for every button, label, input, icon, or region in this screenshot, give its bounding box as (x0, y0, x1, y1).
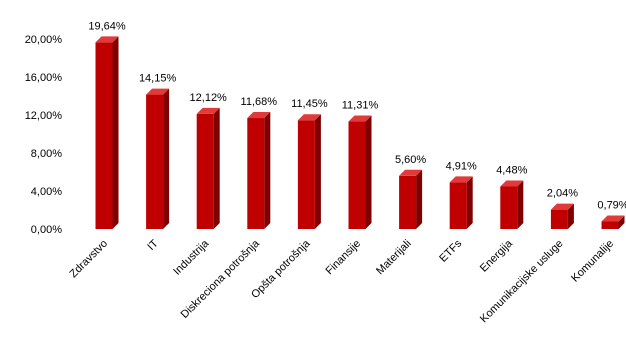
bar-side (365, 115, 372, 229)
bar-front (146, 94, 164, 229)
category-label: ETFs (437, 237, 464, 264)
bar-top (399, 169, 423, 176)
bar (297, 114, 321, 229)
data-label: 4,91% (446, 160, 477, 172)
bar-top (550, 203, 574, 210)
data-label: 4,48% (496, 164, 527, 176)
category-label: Energija (478, 237, 516, 275)
bar (247, 112, 271, 229)
data-label: 11,68% (241, 96, 278, 108)
bar-top (500, 180, 524, 187)
bar-top (146, 88, 170, 95)
data-label: 11,31% (342, 100, 379, 112)
bar-top (247, 112, 271, 119)
bar (399, 169, 423, 229)
bar-side (517, 180, 524, 229)
bar (95, 36, 119, 229)
bar-front (247, 118, 265, 229)
bar-side (112, 36, 119, 229)
bar-top (297, 114, 321, 121)
bar-top (348, 115, 372, 122)
bar-front (550, 209, 568, 229)
data-label: 14,15% (139, 73, 177, 85)
category-label: IT (145, 237, 161, 253)
bar-side (213, 107, 220, 229)
bar-top (196, 107, 220, 114)
data-labels: 19,64% 14,15% 12,12% 11,68% 11,45% 11,31% 5,60… (88, 20, 626, 211)
bar-side (163, 88, 170, 229)
data-label: 11,45% (291, 98, 328, 110)
bar-front (500, 186, 518, 229)
bar-top (601, 215, 625, 222)
bar (500, 180, 524, 229)
bar (601, 215, 625, 229)
category-label: Komunikacijske usluge (478, 238, 566, 326)
bar-top (95, 36, 119, 43)
bar-front (297, 120, 315, 229)
y-tick-label: 8,00% (31, 148, 62, 160)
bar (550, 203, 574, 229)
bar-front (399, 175, 417, 229)
bar-side (567, 203, 574, 229)
data-label: 0,79% (597, 199, 626, 211)
category-label: Materijali (374, 238, 414, 278)
bar (348, 115, 372, 229)
y-tick-label: 20,00% (25, 34, 63, 46)
y-tick-label: 12,00% (25, 110, 63, 122)
bars (95, 36, 625, 229)
category-label: Finansije (324, 238, 364, 278)
data-label: 2,04% (547, 188, 578, 200)
y-tick-label: 4,00% (31, 186, 62, 198)
data-label: 19,64% (88, 20, 126, 32)
data-label: 5,60% (395, 154, 426, 166)
category-label: Komunalije (569, 238, 616, 285)
bar-side (416, 169, 423, 229)
category-label: Zdravstvo (67, 238, 110, 281)
bar-front (95, 42, 113, 229)
y-axis: 0,00% 4,00% 8,00% 12,00% 16,00% 20,00% (25, 34, 63, 236)
bar-front (449, 182, 467, 229)
data-label: 12,12% (190, 92, 228, 104)
bar (449, 176, 473, 229)
bar (196, 107, 220, 229)
y-tick-label: 0,00% (31, 224, 62, 236)
bar-side (466, 176, 473, 229)
bar-front (196, 113, 214, 229)
bar-top (449, 176, 473, 183)
bar-front (601, 221, 619, 229)
category-label: Industrija (171, 237, 212, 278)
bar-side (314, 114, 321, 229)
bar-side (618, 215, 625, 229)
bar-front (348, 121, 366, 229)
bar-side (264, 112, 271, 229)
bar (146, 88, 170, 229)
y-tick-label: 16,00% (25, 72, 63, 84)
